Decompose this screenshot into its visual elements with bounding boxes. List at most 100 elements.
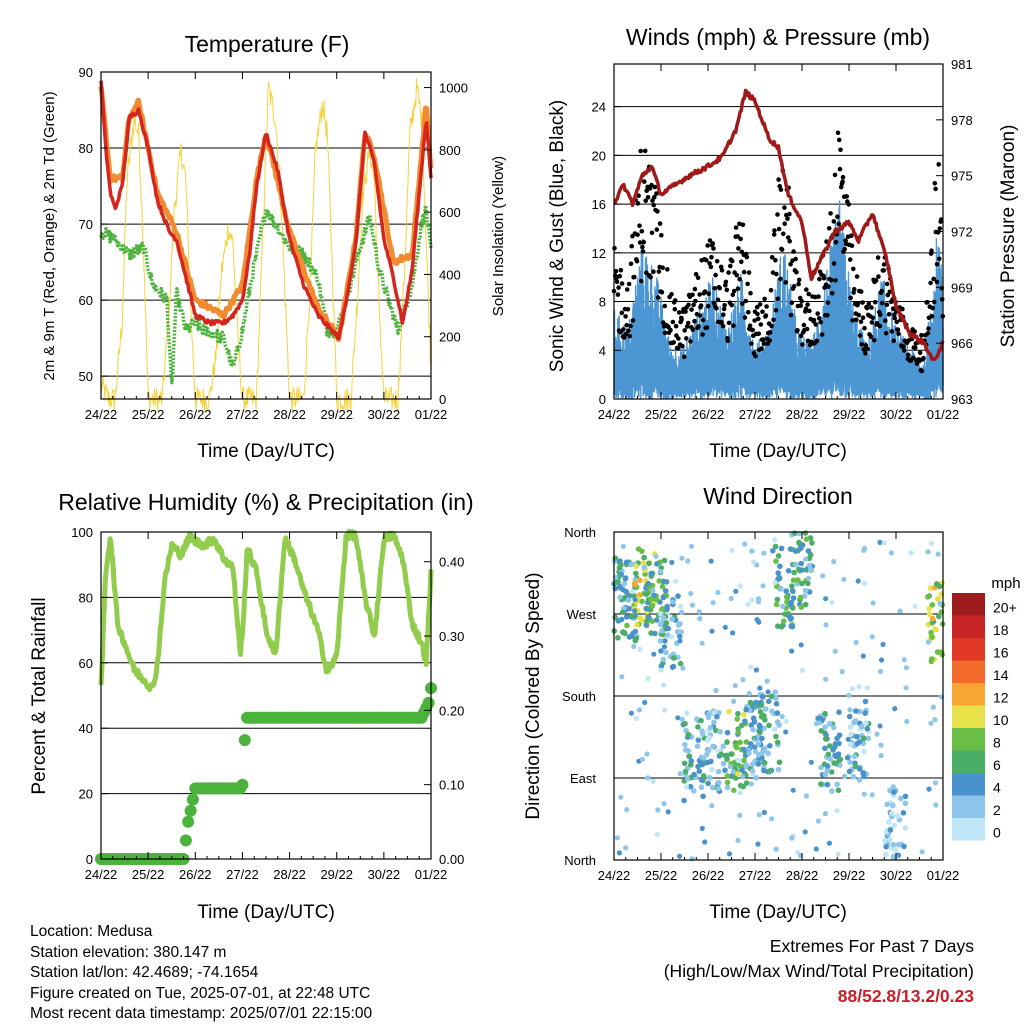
direction-point (695, 737, 702, 743)
direction-point (702, 839, 708, 845)
direction-xtick-label: 25/22 (645, 868, 678, 883)
direction-point (902, 800, 909, 807)
direction-point (730, 630, 736, 636)
gust-point (821, 275, 827, 281)
direction-point (773, 733, 779, 740)
direction-point (653, 597, 660, 603)
direction-point (695, 763, 701, 770)
direction-point (616, 850, 623, 856)
direction-point (657, 611, 664, 617)
gust-point (691, 302, 696, 308)
direction-point (709, 803, 715, 809)
gust-point (939, 297, 945, 302)
direction-point (746, 750, 752, 757)
direction-point (802, 829, 808, 835)
direction-point (618, 561, 624, 568)
direction-point (682, 720, 688, 727)
winds-xtick-label: 26/22 (692, 407, 725, 422)
gust-point (864, 305, 870, 311)
winds-xtick-label: 30/22 (880, 407, 913, 422)
direction-ytick-label: West (567, 607, 597, 622)
direction-point (749, 768, 756, 774)
direction-point (677, 771, 683, 777)
gust-point (735, 286, 741, 292)
direction-point (888, 550, 895, 556)
direction-point (892, 706, 898, 712)
direction-point (639, 548, 645, 555)
gust-point (826, 284, 831, 290)
direction-point (808, 759, 814, 765)
humidity-y2tick-label: 0.40 (439, 555, 464, 570)
direction-point (663, 649, 669, 656)
humidity-xtick-label: 30/22 (368, 867, 401, 882)
direction-point (670, 663, 677, 670)
gust-point (858, 319, 864, 325)
direction-point (767, 743, 773, 749)
direction-point (670, 599, 676, 605)
gust-point (919, 368, 925, 374)
direction-point (779, 713, 785, 720)
direction-point (743, 780, 750, 786)
direction-point (753, 775, 759, 781)
direction-point (825, 751, 832, 758)
direction-point (757, 729, 763, 736)
gust-point (769, 323, 774, 329)
direction-point (926, 605, 932, 612)
direction-point (761, 767, 767, 774)
direction-point (877, 539, 883, 546)
direction-point (903, 685, 909, 691)
relative-humidity-line (98, 528, 434, 693)
winds-ylabel: Sonic Wind & Gust (Blue, Black) (547, 100, 568, 372)
direction-point (618, 794, 624, 800)
direction-point (760, 583, 766, 589)
gust-point (848, 295, 853, 301)
direction-point (834, 808, 840, 814)
direction-point (765, 750, 771, 757)
gust-point (813, 322, 818, 327)
direction-point (803, 536, 810, 542)
colorbar-label: 14 (993, 667, 1009, 683)
direction-point (797, 594, 804, 601)
gust-point (669, 292, 674, 297)
direction-point (848, 731, 854, 737)
direction-point (679, 555, 685, 561)
gust-point (862, 325, 867, 331)
temperature-xtick-label: 27/22 (226, 407, 259, 422)
gust-point (835, 130, 841, 136)
direction-point (761, 809, 768, 816)
direction-point (756, 596, 762, 602)
gust-point (891, 338, 896, 344)
direction-point (748, 664, 754, 670)
direction-point (712, 727, 719, 734)
direction-point (675, 715, 681, 721)
direction-point (776, 722, 782, 728)
gust-point (934, 279, 940, 285)
direction-point (939, 651, 945, 658)
direction-point (798, 604, 805, 610)
direction-point (658, 663, 665, 670)
direction-point (634, 622, 640, 628)
gust-point (711, 246, 716, 251)
gust-point (712, 286, 717, 291)
gust-point (857, 333, 863, 338)
direction-point (793, 548, 799, 554)
gust-point (629, 243, 634, 249)
direction-point (758, 702, 765, 708)
direction-point (717, 729, 723, 735)
direction-point (933, 802, 939, 808)
gust-point (715, 297, 721, 303)
temperature-series (98, 78, 434, 412)
direction-point (822, 771, 829, 777)
direction-point (772, 543, 779, 550)
direction-xtick-label: 24/22 (598, 868, 631, 883)
direction-point (742, 541, 748, 547)
direction-point (699, 640, 705, 646)
colorbar-label: 2 (993, 802, 1001, 818)
direction-point (633, 570, 639, 577)
direction-point (633, 635, 640, 642)
gust-point (723, 279, 729, 285)
direction-point (669, 559, 675, 566)
direction-point (764, 678, 770, 684)
gust-point (783, 280, 788, 285)
precip-point (182, 815, 195, 828)
